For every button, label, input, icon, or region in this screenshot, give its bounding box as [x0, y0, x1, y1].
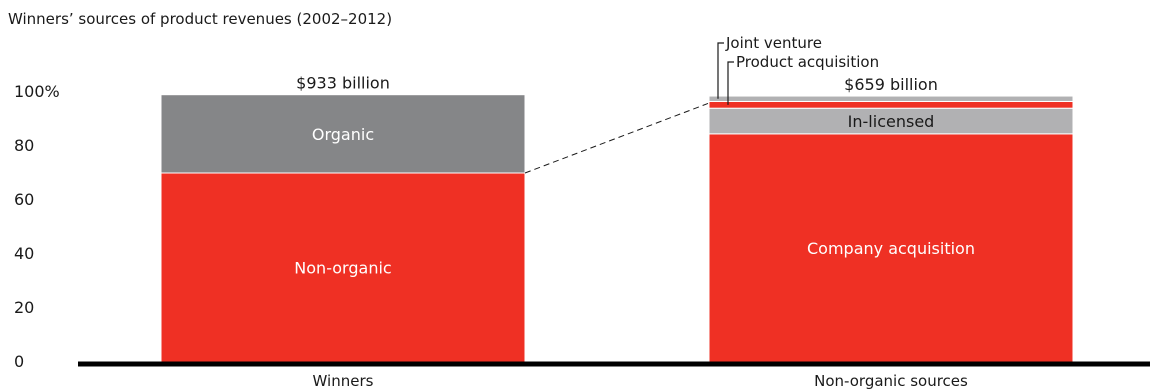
- bar-segment: [708, 107, 1074, 135]
- bar-segment: [708, 100, 1074, 109]
- x-tick-label: Non-organic sources: [814, 372, 968, 390]
- connector-line: [524, 102, 709, 174]
- segment-label: Organic: [312, 125, 374, 144]
- bars: Non-organic Organic Company acquisition In-…: [160, 94, 1074, 363]
- callout-label: Joint venture: [725, 34, 822, 52]
- segment-label: In-licensed: [848, 112, 935, 131]
- chart-title: Winners’ sources of product revenues (20…: [8, 10, 393, 28]
- y-axis-ticks: 0 20 40 60 80 100%: [14, 82, 60, 371]
- callout-leader: [727, 61, 734, 105]
- total-label: $933 billion: [296, 74, 390, 93]
- bar-segment: [160, 172, 526, 363]
- x-tick-label: Winners: [313, 372, 374, 390]
- y-tick-label: 40: [14, 244, 34, 263]
- y-tick-label: 80: [14, 136, 34, 155]
- y-tick-label: 100%: [14, 82, 60, 101]
- connector-group: [524, 102, 709, 174]
- total-labels: $933 billion $659 billion: [296, 74, 938, 94]
- y-tick-label: 0: [14, 352, 24, 371]
- y-tick-label: 20: [14, 298, 34, 317]
- x-axis-labels: Winners Non-organic sources: [313, 372, 968, 390]
- bar-segment: [160, 94, 526, 174]
- y-tick-label: 60: [14, 190, 34, 209]
- bar-segment: [708, 133, 1074, 363]
- callout-label: Product acquisition: [736, 53, 879, 71]
- segment-label: Non-organic: [294, 259, 391, 278]
- segment-label: Company acquisition: [807, 239, 975, 258]
- callout-leader: [717, 42, 724, 99]
- bar-segment: [708, 95, 1074, 102]
- total-label: $659 billion: [844, 75, 938, 94]
